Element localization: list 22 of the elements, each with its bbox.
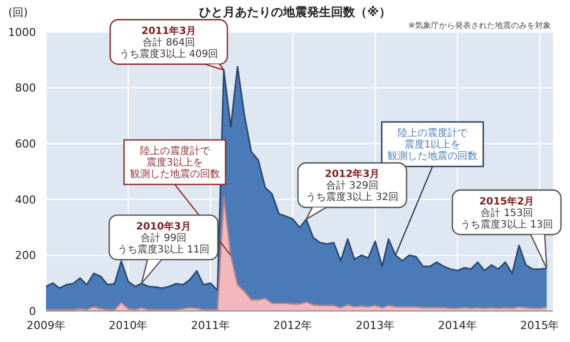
text: 陸上の震度計で震度1以上を観測した地震の回数 [387, 127, 478, 162]
x-tick-label: 2013年 [356, 319, 395, 332]
y-tick-label: 1000 [8, 26, 36, 39]
annotation: 2011年3月合計 864回うち震度3以上 409回 [119, 24, 218, 60]
annotation: 2010年3月合計 99回うち震度3以上 11回 [117, 220, 210, 256]
y-tick-label: 600 [15, 137, 36, 150]
x-tick-label: 2010年 [108, 319, 148, 332]
y-axis-title: (回) [8, 6, 28, 19]
y-tick-label: 0 [29, 304, 36, 318]
y-tick-label: 400 [15, 193, 36, 206]
chart-title: ひと月あたりの地震発生回数（※） [199, 5, 391, 19]
series-label: 陸上の震度計で震度3以上を観測した地震の回数 [130, 145, 220, 180]
x-tick-label: 2011年 [190, 319, 230, 332]
text: ※気象庁から発表された地震のみを対象 [408, 21, 551, 30]
annotation: 2012年3月合計 329回うち震度3以上 32回 [306, 168, 398, 204]
annotation: 2015年2月合計 153回うち震度3以上 13回 [460, 195, 553, 230]
x-tick-label: 2014年 [438, 319, 477, 332]
x-tick-label: 2009年 [26, 319, 66, 332]
y-tick-label: 200 [15, 249, 36, 262]
y-tick-label: 800 [15, 82, 36, 95]
x-tick-label: 2015年 [520, 319, 560, 332]
x-tick-label: 2012年 [273, 319, 312, 332]
